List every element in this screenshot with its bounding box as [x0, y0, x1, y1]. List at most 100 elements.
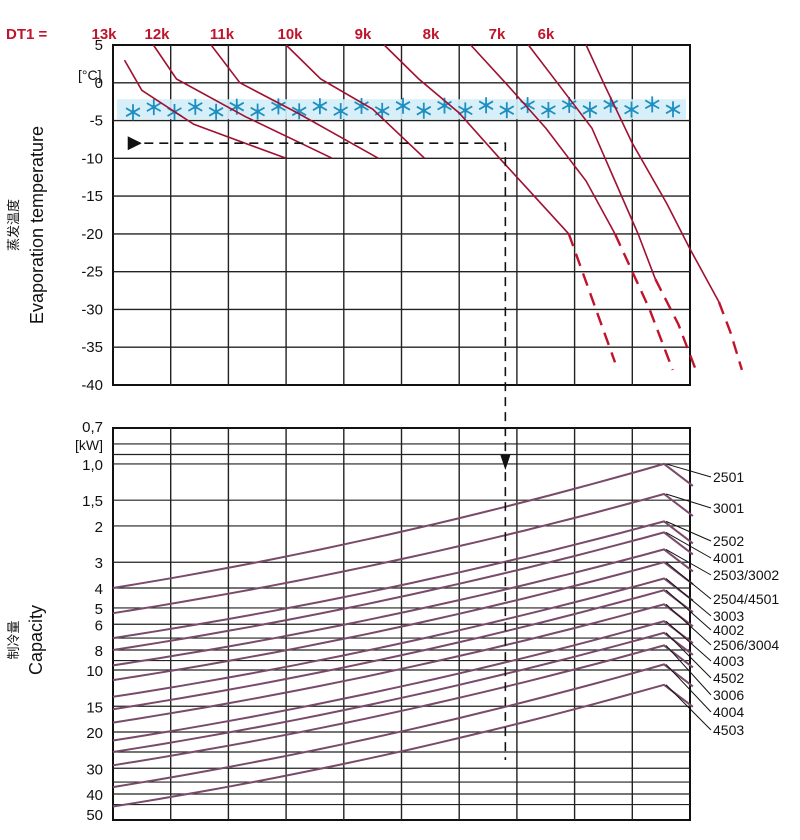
capacity-curve — [112, 531, 694, 651]
snowflake-center — [317, 104, 323, 109]
dt-curves — [123, 44, 744, 371]
capacity-unit: [kW] — [75, 437, 103, 453]
dt-label-11k: 11k — [210, 26, 235, 43]
evaporation-y-tick-label: -15 — [81, 188, 103, 205]
model-label: 2506/3004 — [713, 637, 779, 653]
snowflake-icon — [395, 97, 411, 114]
capacity-curve — [112, 644, 694, 767]
capacity-y-tick-label: 8 — [95, 643, 103, 660]
capacity-axis-title: Capacity — [26, 605, 46, 675]
snowflake-icon — [457, 102, 473, 119]
capacity-curve — [112, 603, 694, 724]
model-leader-line — [665, 520, 712, 542]
evaporation-y-ticks: 5 0 -5 -10 -15 -20 -25 -30 -35 -40 — [81, 37, 103, 394]
frost-band — [117, 96, 686, 121]
dt-header: DT1 = 13k 12k 11k 10k 9k 8k 7k 6k — [6, 26, 555, 43]
capacity-y-tick-label: 40 — [86, 787, 103, 804]
dt-curve-7k-dashed — [654, 278, 697, 371]
evaporation-y-tick-label: 5 — [95, 37, 103, 54]
dt-curve-8k-dashed — [613, 233, 674, 371]
example-dashed-line — [144, 142, 507, 760]
evaporation-y-tick-label: -30 — [81, 301, 103, 318]
capacity-y-tick-label: 30 — [86, 761, 103, 778]
capacity-curve — [112, 683, 694, 808]
model-label: 4001 — [713, 550, 744, 566]
snowflake-center — [338, 108, 343, 114]
snowflake-center — [608, 102, 613, 107]
evaporation-axis-title-cn: 蒸发温度 — [6, 199, 21, 251]
snowflake-center — [255, 109, 260, 114]
snowflake-center — [587, 107, 593, 112]
capacity-y-tick-label: 2 — [95, 519, 103, 536]
snowflake-center — [276, 104, 281, 109]
snowflake-center — [670, 107, 676, 112]
model-label: 4004 — [713, 704, 744, 720]
capacity-curve — [112, 589, 694, 711]
capacity-curve — [112, 462, 694, 589]
model-leader-line — [665, 632, 712, 679]
snowflake-icon — [312, 98, 328, 115]
capacity-y-tick-label: 20 — [86, 725, 103, 742]
capacity-y-tick-label: 4 — [95, 581, 103, 598]
model-label: 4502 — [713, 670, 744, 686]
snowflake-center — [151, 104, 156, 110]
dt-curve-13k — [123, 59, 287, 160]
dt-curve-7k — [527, 44, 657, 280]
model-leader-line — [665, 561, 712, 600]
evaporation-panel: 5 0 -5 -10 -15 -20 -25 -30 -35 -40 DT1 = 13k 12k 11… — [6, 26, 744, 394]
dt-curve-10k — [285, 44, 426, 159]
dt-prefix: DT1 = — [6, 26, 48, 43]
dt-curve-6k — [585, 44, 720, 303]
snowflake-center — [234, 104, 239, 109]
dt-label-9k: 9k — [355, 26, 372, 43]
capacity-y-tick-label: 1,0 — [82, 457, 103, 474]
capacity-y-tick-label: 6 — [95, 617, 103, 634]
dt-label-7k: 7k — [489, 26, 506, 43]
model-label: 4503 — [713, 722, 744, 738]
model-label: 3003 — [713, 608, 744, 624]
snowflake-icon — [271, 98, 286, 115]
model-leader-line — [665, 578, 712, 617]
snowflake-icon — [624, 101, 639, 118]
capacity-y-tick-label: 50 — [86, 807, 103, 824]
evaporation-y-tick-label: 0 — [95, 75, 103, 92]
snowflake-center — [629, 107, 634, 112]
snowflake-center — [442, 103, 447, 108]
model-leader-line — [665, 664, 712, 713]
capacity-y-tick-label: 5 — [95, 601, 103, 618]
snowflake-icon — [478, 97, 494, 114]
snowflake-icon — [644, 96, 660, 113]
capacity-y-tick-label: 3 — [95, 555, 103, 572]
model-leader-line — [665, 620, 712, 662]
snowflake-icon — [665, 101, 681, 118]
model-label: 3006 — [713, 687, 744, 703]
capacity-panel: 0,7 1,0 1,5 2 3 4 56 8 10 15 20 30 40 50 2501 3001 2502… — [6, 419, 779, 824]
temperature-unit: [°C] — [78, 67, 102, 83]
snowflake-center — [463, 108, 468, 113]
capacity-curve — [112, 577, 694, 698]
dt-label-8k: 8k — [423, 26, 440, 43]
dt-label-10k: 10k — [277, 26, 303, 43]
snowflake-center — [650, 102, 655, 107]
snowflake-icon — [582, 101, 598, 118]
model-leader-line — [665, 531, 712, 559]
snowflake-icon — [291, 103, 307, 120]
snowflake-icon — [416, 102, 432, 119]
evaporation-y-tick-label: -5 — [90, 113, 103, 130]
snowflake-icon — [250, 103, 265, 120]
evaporation-y-tick-label: -40 — [81, 377, 103, 394]
dt-curve-9k-dashed — [567, 233, 617, 363]
evaporation-y-tick-label: -35 — [81, 339, 103, 356]
snowflake-center — [380, 108, 385, 114]
dt-curve-12k — [152, 44, 333, 160]
model-leader-line — [665, 684, 712, 731]
model-label: 2501 — [713, 469, 744, 485]
model-labels: 25013001250240012503/30022504/4501300340… — [665, 463, 779, 738]
snowflake-icon — [187, 98, 203, 115]
capacity-y-tick-label: 1,5 — [82, 493, 103, 510]
snowflake-center — [130, 110, 136, 115]
snowflake-center — [193, 104, 198, 110]
model-leader-line — [665, 548, 712, 576]
snowflake-center — [400, 103, 406, 108]
